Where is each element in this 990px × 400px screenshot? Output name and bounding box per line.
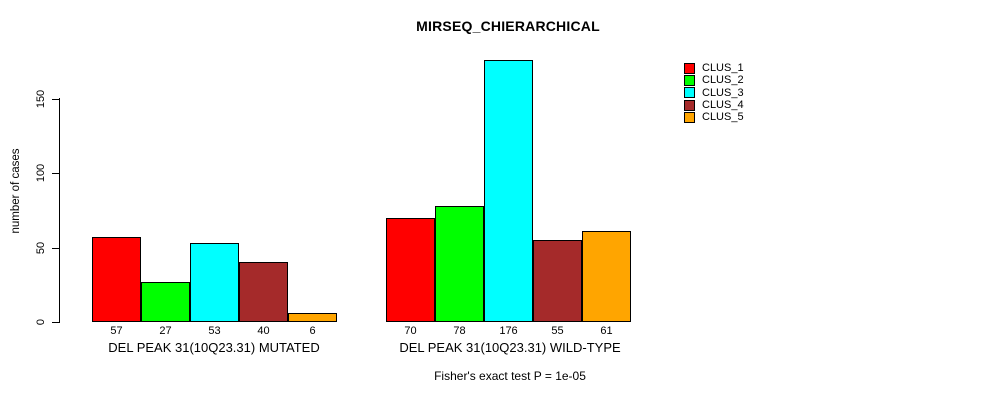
legend-item-clus_2: CLUS_2 [684,74,744,86]
legend-label: CLUS_2 [702,74,744,87]
legend-item-clus_1: CLUS_1 [684,62,744,74]
bar-value-label: 40 [257,325,270,337]
bar-value-label: 176 [499,325,518,337]
bar-value-label: 70 [404,325,417,337]
group-label-wildtype: DEL PEAK 31(10Q23.31) WILD-TYPE [399,340,621,355]
legend-label: CLUS_4 [702,99,744,112]
bar-clus_1 [386,218,435,322]
bar-clus_5 [288,313,337,322]
bar-clus_5 [582,231,631,322]
y-axis-tick-label: 100 [35,163,47,183]
bar-value-label: 57 [110,325,123,337]
bar-value-label: 55 [551,325,564,337]
bar-clus_4 [533,240,582,322]
y-axis-tick-label: 50 [35,241,47,255]
legend-swatch-icon [684,87,695,99]
legend-swatch-icon [684,74,695,86]
bar-value-label: 27 [159,325,172,337]
bar-clus_1 [92,237,141,322]
y-axis-tick [52,99,59,100]
legend-item-clus_5: CLUS_5 [684,111,744,123]
chart-title: MIRSEQ_CHIERARCHICAL [416,18,600,34]
bar-clus_3 [484,60,533,322]
legend-swatch-icon [684,111,695,123]
bar-value-label: 61 [600,325,613,337]
legend-swatch-icon [684,99,695,111]
legend-label: CLUS_5 [702,111,744,124]
bar-clus_2 [435,206,484,322]
y-axis-tick [52,322,59,323]
legend-item-clus_3: CLUS_3 [684,87,744,99]
legend-item-clus_4: CLUS_4 [684,99,744,111]
bar-value-label: 6 [309,325,316,337]
legend-label: CLUS_1 [702,62,744,74]
y-axis-tick-label: 150 [35,89,47,109]
fisher-test-annotation: Fisher's exact test P = 1e-05 [434,369,586,383]
group-label-mutated: DEL PEAK 31(10Q23.31) MUTATED [108,340,320,355]
legend-swatch-icon [684,62,695,74]
y-axis-line [59,98,60,323]
y-axis-tick [52,248,59,249]
y-axis-tick [52,173,59,174]
bar-value-label: 53 [208,325,221,337]
bar-clus_4 [239,262,288,322]
bar-value-label: 78 [453,325,466,337]
bar-clus_2 [141,282,190,322]
y-axis-label: number of cases [10,148,22,234]
bar-clus_3 [190,243,239,322]
legend-label: CLUS_3 [702,86,744,99]
y-axis-tick-label: 0 [35,318,47,326]
